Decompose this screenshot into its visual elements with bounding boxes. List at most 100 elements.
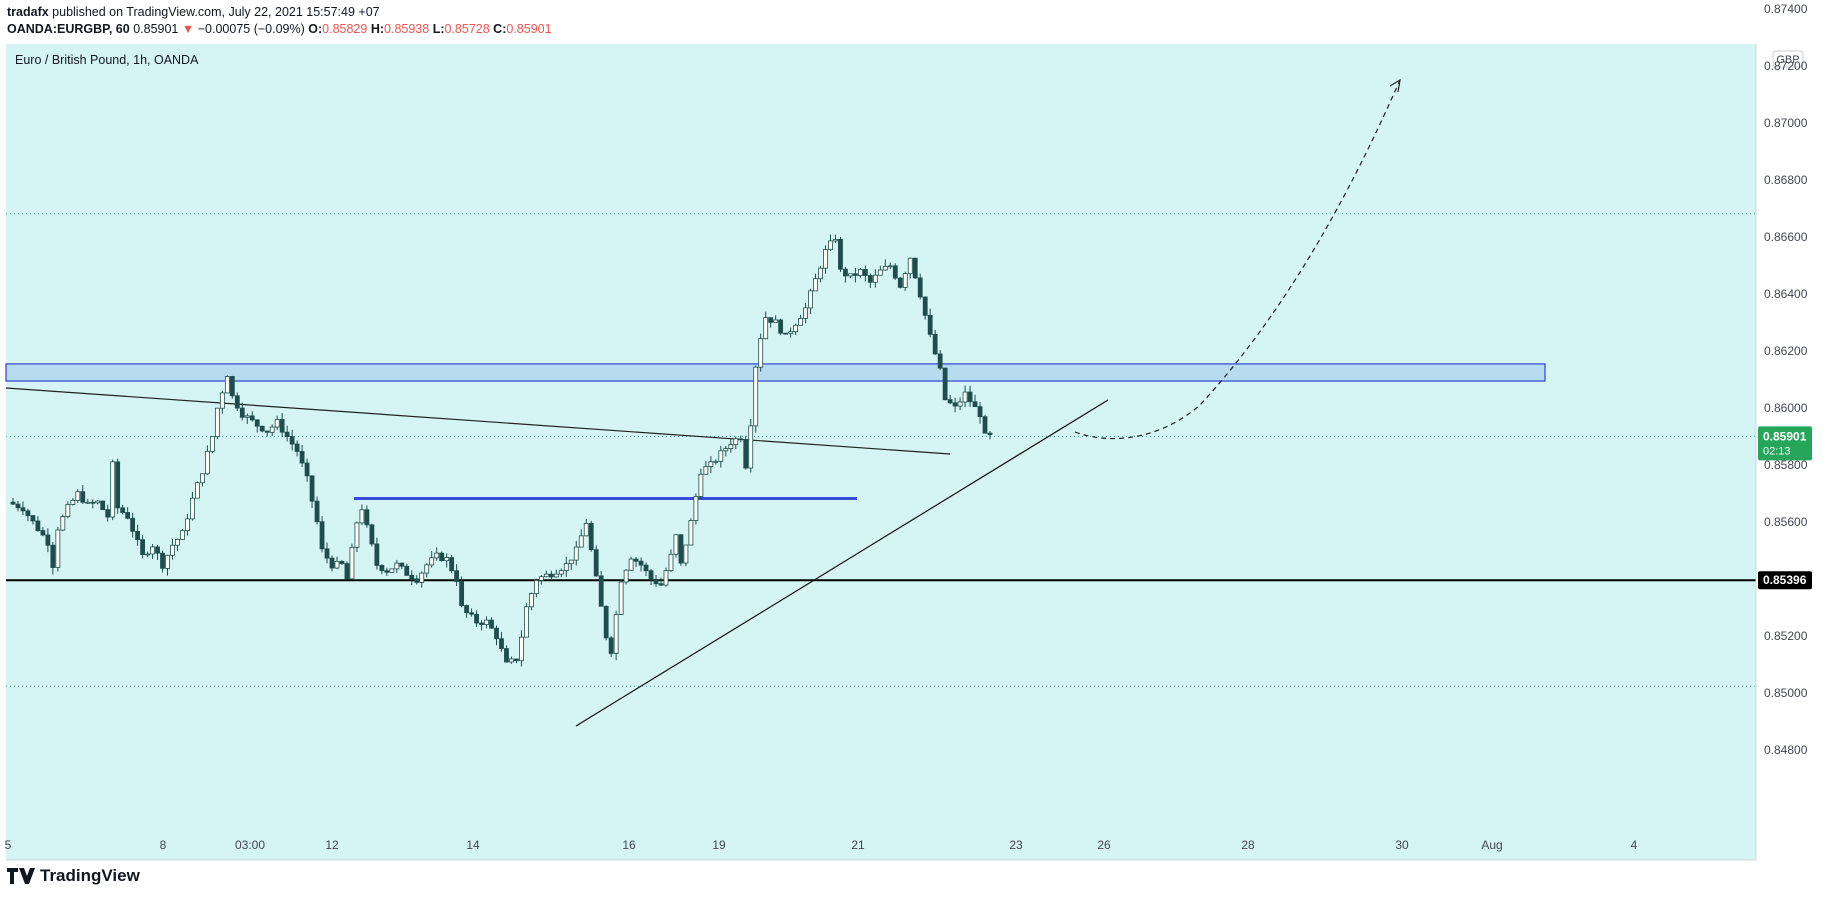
candle-body-down — [778, 319, 784, 334]
candle-body-up — [553, 573, 559, 578]
price-tick-label: 0.86800 — [1764, 173, 1808, 187]
candle — [718, 445, 724, 468]
candle — [843, 266, 848, 283]
candle — [105, 504, 111, 522]
drawing-lines[interactable] — [5, 387, 1756, 727]
candle — [967, 385, 973, 407]
resistance-zone[interactable] — [5, 363, 1546, 382]
candle-body-down — [972, 401, 978, 408]
candle-body-up — [209, 436, 215, 452]
time-tick-label: 4 — [1631, 838, 1638, 852]
candle — [977, 402, 983, 424]
candle-body-up — [533, 580, 539, 595]
close-label: C: — [493, 22, 507, 36]
candle — [464, 604, 469, 618]
candle-body-up — [713, 460, 719, 463]
current-price-badge[interactable]: 0.85901 02:13 — [1758, 426, 1812, 461]
candle-body-up — [180, 530, 185, 540]
time-axis[interactable]: 5 8 03:00 12 14 16 19 21 23 26 28 30 Aug 4 — [5, 838, 1638, 852]
candle-body-up — [688, 520, 694, 546]
candle-body-up — [728, 444, 734, 450]
currency-label: GBP — [1776, 54, 1799, 66]
candle-body-down — [892, 265, 898, 279]
last-price: 0.85901 — [133, 22, 179, 36]
candle — [170, 538, 175, 560]
support-price-badge[interactable]: 0.85396 — [1758, 571, 1812, 590]
candle-body-up — [583, 523, 589, 537]
candle — [618, 579, 624, 616]
candle — [314, 496, 320, 525]
candle — [519, 630, 524, 667]
candle — [698, 468, 704, 500]
candle-body-down — [105, 509, 111, 518]
candle-body-up — [698, 473, 704, 497]
candle-body-down — [90, 501, 96, 504]
candle-body-down — [324, 548, 330, 559]
candle — [279, 413, 285, 437]
candle — [274, 415, 280, 431]
candle-body-up — [758, 338, 764, 368]
candle — [249, 411, 255, 422]
currency-badge[interactable]: GBP — [1772, 50, 1804, 68]
candle — [180, 528, 185, 540]
candle-body-down — [678, 534, 684, 564]
candle-body-down — [319, 521, 325, 550]
candle-body-down — [643, 564, 649, 572]
forecast-projection[interactable] — [1074, 78, 1401, 440]
candle — [603, 605, 609, 641]
candle — [728, 438, 734, 453]
candle — [803, 302, 808, 324]
candle-body-down — [155, 546, 160, 554]
candle-body-up — [110, 461, 116, 518]
candle — [419, 571, 425, 588]
candle — [793, 323, 798, 336]
resistance-zone-rect[interactable] — [5, 363, 1546, 382]
price-axis[interactable]: GBP 0.87400 0.87200 0.87000 0.86800 0.86600 0.… — [6, 2, 1812, 861]
support-price-label: 0.85396 — [1763, 573, 1807, 587]
candle — [529, 592, 534, 611]
candle-body-down — [130, 517, 136, 532]
candle — [115, 458, 121, 514]
candle-body-up — [75, 491, 81, 501]
forecast-curve[interactable] — [1074, 79, 1401, 440]
candle-body-down — [50, 544, 56, 568]
candle — [389, 568, 395, 573]
candle — [638, 557, 644, 572]
candle — [234, 392, 240, 411]
high-label: H: — [370, 22, 385, 36]
candle — [558, 568, 564, 578]
time-tick-label: 30 — [1395, 838, 1409, 852]
candle-body-down — [100, 500, 106, 511]
descending-trendline[interactable] — [5, 387, 951, 455]
candle-body-up — [668, 553, 674, 571]
candle — [204, 445, 210, 475]
ascending-trendline[interactable] — [575, 399, 1109, 727]
candle — [15, 500, 21, 512]
candle-body-down — [598, 575, 604, 607]
candle — [454, 564, 460, 586]
candle-body-down — [135, 530, 141, 541]
author-name[interactable]: tradafx — [7, 5, 49, 19]
candle — [648, 568, 654, 585]
candle — [828, 234, 833, 252]
tradingview-logo[interactable]: TradingView — [7, 866, 140, 886]
candle — [55, 527, 61, 572]
candle — [708, 456, 714, 474]
candle-body-down — [917, 277, 923, 298]
published-text: published on TradingView.com, July 22, 2… — [52, 5, 380, 19]
candle-body-down — [40, 530, 46, 536]
candle — [319, 516, 325, 553]
candle-body-up — [349, 546, 355, 580]
forecast-arrowhead-icon[interactable] — [1389, 78, 1401, 93]
candle — [239, 402, 245, 421]
candle-body-up — [524, 606, 529, 638]
candle-body-down — [379, 565, 385, 572]
candle-body-down — [284, 431, 290, 438]
candle — [922, 296, 928, 320]
candle-body-down — [30, 515, 36, 522]
price-tick-label: 0.86400 — [1764, 287, 1808, 301]
candle — [379, 564, 385, 575]
candle — [598, 570, 604, 607]
time-tick-label: 28 — [1241, 838, 1255, 852]
